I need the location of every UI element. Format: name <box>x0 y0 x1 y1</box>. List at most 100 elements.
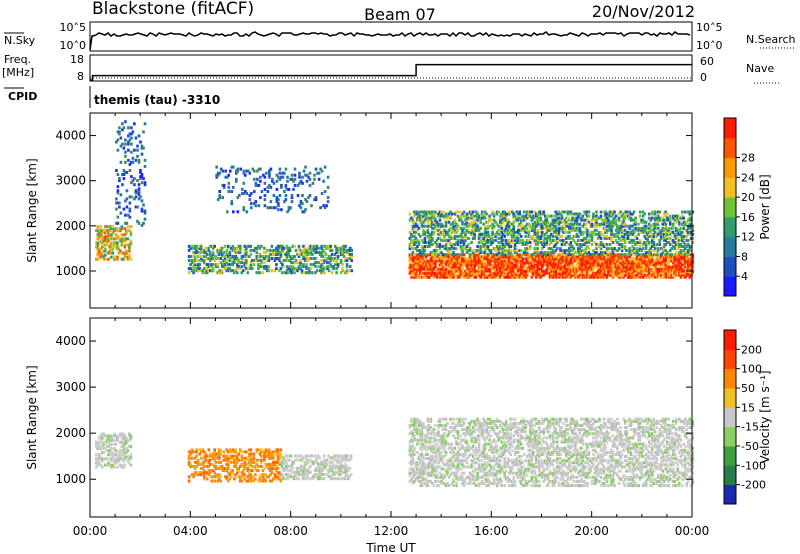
echo-cell <box>664 267 667 271</box>
echo-cell <box>656 247 660 251</box>
echo-cell <box>581 214 585 218</box>
echo-cell <box>125 436 128 440</box>
echo-cell <box>450 267 454 271</box>
echo-cell <box>489 236 493 240</box>
echo-cell <box>304 208 307 212</box>
echo-cell <box>187 271 191 275</box>
echo-cell <box>602 263 606 267</box>
echo-cell <box>422 230 425 234</box>
echo-cell <box>691 263 695 267</box>
echo-cell <box>501 243 505 246</box>
echo-cell <box>299 263 302 267</box>
echo-cell <box>479 261 482 265</box>
echo-cell <box>586 228 589 232</box>
echo-cell <box>471 210 475 214</box>
echo-cell <box>420 245 424 248</box>
echo-cell <box>476 218 479 222</box>
echo-cell <box>512 220 515 224</box>
echo-cell <box>559 234 562 238</box>
echo-cell <box>524 214 527 218</box>
echo-cell <box>539 263 543 267</box>
echo-cell <box>485 224 488 228</box>
echo-cell <box>303 271 307 275</box>
echo-cell <box>665 212 669 216</box>
echo-cell <box>550 259 553 263</box>
echo-cell <box>690 216 693 220</box>
echo-cell <box>335 267 338 271</box>
echo-cell <box>673 255 676 259</box>
echo-cell <box>551 267 555 271</box>
echo-cell <box>575 257 579 261</box>
echo-cell <box>443 253 446 257</box>
echo-cell <box>459 216 463 220</box>
echo-cell <box>569 228 573 232</box>
echo-cell <box>431 251 434 255</box>
echo-cell <box>647 212 651 216</box>
echo-cell <box>95 440 98 444</box>
echo-cell <box>679 232 683 236</box>
echo-cell <box>485 247 488 251</box>
echo-cell <box>568 267 571 271</box>
echo-cell <box>301 202 304 206</box>
echo-cell <box>638 263 642 267</box>
echo-cell <box>656 232 660 236</box>
echo-cell <box>98 253 101 257</box>
echo-cell <box>670 267 673 271</box>
echo-cell <box>426 224 430 228</box>
echo-cell <box>410 267 413 271</box>
echo-cell <box>202 261 206 265</box>
echo-cell <box>486 247 490 251</box>
echo-cell <box>580 230 583 234</box>
echo-cell <box>455 257 458 261</box>
echo-cell <box>509 269 512 273</box>
echo-cell <box>259 196 262 200</box>
echo-cell <box>453 267 457 271</box>
echo-cell <box>239 448 242 452</box>
colorbar-swatch <box>724 157 736 178</box>
echo-cell <box>129 257 133 261</box>
echo-cell <box>281 271 284 275</box>
echo-cell <box>301 181 304 185</box>
echo-cell <box>598 232 601 236</box>
echo-cell <box>468 259 472 263</box>
echo-cell <box>107 434 110 438</box>
echo-cell <box>468 263 472 267</box>
echo-cell <box>252 456 256 460</box>
echo-cell <box>598 216 601 220</box>
echo-cell <box>640 271 643 275</box>
echo-cell <box>539 234 543 238</box>
echo-cell <box>658 241 661 244</box>
echo-cell <box>637 265 640 269</box>
echo-cell <box>589 224 592 228</box>
echo-cell <box>447 220 451 224</box>
echo-cell <box>678 232 681 236</box>
echo-cell <box>662 232 666 236</box>
echo-cell <box>467 261 470 265</box>
echo-cell <box>569 269 573 273</box>
echo-cell <box>687 226 690 230</box>
echo-cell <box>408 218 412 222</box>
echo-cell <box>593 259 597 263</box>
echo-cell <box>136 191 139 195</box>
echo-cell <box>589 222 592 226</box>
echo-cell <box>288 267 292 271</box>
echo-cell <box>325 204 328 208</box>
echo-cell <box>665 263 669 267</box>
echo-cell <box>587 238 591 242</box>
echo-cell <box>468 212 472 216</box>
echo-cell <box>435 243 439 246</box>
echo-cell <box>249 456 253 460</box>
echo-cell <box>449 259 452 263</box>
echo-cell <box>222 265 225 269</box>
echo-cell <box>416 253 419 257</box>
echo-cell <box>201 269 204 273</box>
echo-cell <box>590 257 594 261</box>
echo-cell <box>193 259 197 262</box>
echo-cell <box>542 255 546 259</box>
echo-cell <box>129 239 133 243</box>
echo-cell <box>626 230 630 234</box>
echo-cell <box>638 265 642 269</box>
echo-cell <box>524 247 527 251</box>
echo-cell <box>670 269 673 273</box>
echo-cell <box>557 263 561 267</box>
